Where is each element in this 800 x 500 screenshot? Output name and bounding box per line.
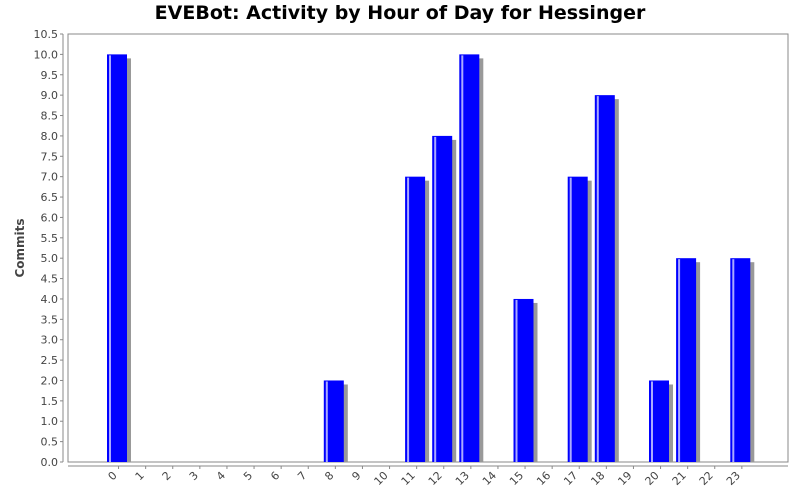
y-tick-label: 9.5: [41, 69, 59, 82]
bar: [594, 95, 615, 463]
x-tick-label: 16: [534, 469, 553, 488]
bar: [405, 176, 426, 462]
bar-highlight: [515, 299, 518, 462]
bar-highlight: [651, 381, 653, 462]
bar-highlight: [407, 177, 410, 462]
x-tick-label: 11: [399, 469, 418, 488]
y-tick-label: 7.0: [41, 171, 59, 184]
x-tick-label: 1: [133, 469, 147, 483]
bar-highlight: [461, 55, 464, 462]
bar-highlight: [325, 381, 328, 462]
bar: [432, 135, 453, 462]
x-tick-label: 18: [588, 469, 607, 488]
x-tick-label: 19: [615, 469, 634, 488]
bar-highlight: [109, 55, 111, 462]
x-tick-label: 23: [724, 469, 743, 488]
y-tick-label: 2.5: [41, 354, 59, 367]
x-tick-label: 22: [697, 469, 716, 488]
y-tick-label: 10.0: [34, 48, 59, 61]
x-tick-label: 20: [643, 469, 662, 488]
bar-highlight: [678, 259, 681, 462]
y-tick-label: 6.0: [41, 211, 59, 224]
x-tick-label: 2: [160, 469, 174, 483]
y-axis-title: Commits: [13, 218, 27, 277]
y-tick-label: 3.5: [41, 313, 59, 326]
bar: [459, 54, 480, 462]
bar: [513, 298, 534, 462]
x-tick-label: 5: [241, 469, 255, 483]
bar: [676, 258, 697, 462]
x-tick-label: 6: [268, 469, 282, 483]
y-tick-label: 5.5: [41, 232, 59, 245]
y-tick-label: 0.0: [41, 456, 59, 469]
y-tick-label: 8.0: [41, 130, 59, 143]
y-tick-label: 4.5: [41, 273, 59, 286]
x-tick-label: 10: [372, 469, 391, 488]
x-tick-label: 13: [453, 469, 472, 488]
y-tick-label: 9.0: [41, 89, 59, 102]
y-tick-label: 10.5: [34, 28, 59, 41]
bar-highlight: [434, 136, 437, 462]
x-tick-label: 17: [561, 469, 580, 488]
x-tick-label: 7: [295, 469, 309, 483]
x-tick-label: 4: [214, 469, 228, 483]
x-tick-label: 0: [106, 469, 120, 483]
y-axis: 0.0 0.5 1.0 1.5 2.0 2.5 3.0 3.5 4.0 4.5 5.0 5.5 6.0 6…: [34, 28, 64, 469]
y-tick-label: 5.0: [41, 252, 59, 265]
y-tick-label: 1.5: [41, 395, 59, 408]
x-tick-label: 3: [187, 469, 201, 483]
y-tick-label: 6.5: [41, 191, 59, 204]
bars: [107, 54, 755, 463]
bar: [649, 380, 669, 462]
x-tick-label: 9: [349, 469, 363, 483]
bar: [567, 176, 588, 462]
x-tick-label: 8: [322, 469, 336, 483]
y-tick-label: 2.0: [41, 374, 59, 387]
x-tick-label: 21: [670, 469, 689, 488]
x-tick-label: 12: [426, 469, 445, 488]
chart-title: EVEBot: Activity by Hour of Day for Hess…: [154, 2, 646, 24]
y-tick-label: 7.5: [41, 150, 59, 163]
y-tick-label: 4.0: [41, 293, 59, 306]
bar-highlight: [732, 259, 735, 462]
bar-highlight: [596, 96, 599, 463]
y-tick-label: 0.5: [41, 436, 59, 449]
x-tick-label: 14: [480, 469, 499, 488]
bar: [730, 258, 751, 462]
y-tick-label: 1.0: [41, 415, 59, 428]
bar-highlight: [569, 177, 572, 462]
x-tick-label: 15: [507, 469, 526, 488]
y-tick-label: 3.0: [41, 334, 59, 347]
y-tick-label: 8.5: [41, 110, 59, 123]
bar: [107, 54, 127, 462]
bar: [323, 380, 344, 462]
x-axis: 0 1 2 3 4 5 6 7 8 9 10 11 12 13 14 15 16 17 18 19 20 21 22 23: [68, 465, 788, 488]
